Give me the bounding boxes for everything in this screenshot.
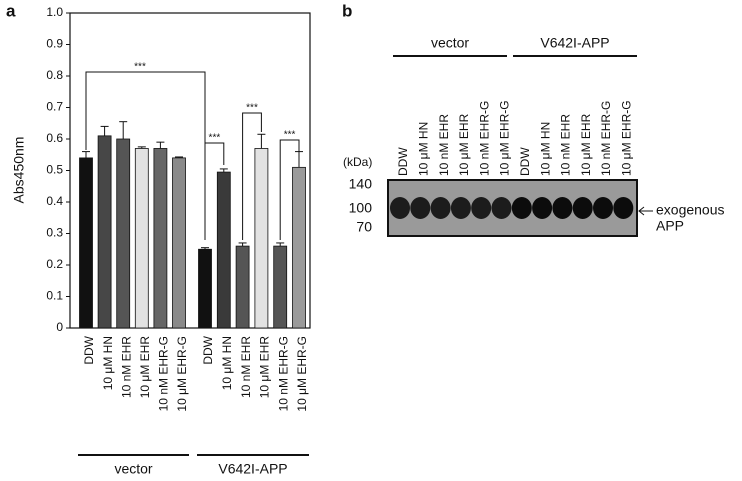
band [430,197,451,219]
significance-bracket [204,142,225,240]
bar [273,245,288,329]
marker-label: 140 [349,176,373,192]
bar [235,245,250,329]
band [450,197,471,219]
band-label: exogenous [656,202,725,218]
band-label: APP [656,218,684,234]
lane-label: 10 μM EHR [579,113,593,176]
lane-label: DDW [396,147,410,176]
x-tick-label: DDW [82,335,96,364]
group-label: V642I-APP [218,461,287,477]
band [572,197,593,219]
band [613,197,634,219]
x-tick-label: 10 nM EHR-G [276,336,290,411]
significance-label: *** [209,133,221,144]
y-tick-label: 0.5 [46,163,63,177]
lane-label: DDW [518,147,532,176]
y-tick-label: 1.0 [46,5,63,19]
lane-label: 10 μM EHR [457,113,471,176]
bar [216,171,231,329]
group-label: V642I-APP [540,35,609,51]
y-tick-label: 0.9 [46,37,63,51]
y-tick-label: 0.2 [46,257,63,271]
significance-label: *** [284,130,296,141]
lane-label: 10 μM EHR-G [619,100,633,176]
bar [116,138,131,329]
arrow [638,206,653,216]
x-tick-label: 10 nM EHR-G [157,336,171,411]
bar [292,166,306,329]
panel-label: a [6,1,16,20]
band [552,197,573,219]
significance-label: *** [134,62,146,73]
bar [198,248,212,329]
y-tick-label: 0.6 [46,131,63,145]
y-tick-label: 0.3 [46,226,63,240]
significance-label: *** [246,103,258,114]
band [511,197,532,219]
lane-label: 10 nM EHR [559,114,573,176]
bar [254,148,269,329]
band [532,197,553,219]
band [410,197,431,219]
y-tick-label: 0.1 [46,289,63,303]
band [390,197,410,219]
unit-label: (kDa) [343,155,372,169]
y-tick-label: 0.4 [46,194,63,208]
lane-label: 10 μM HN [416,122,430,176]
band [491,197,512,219]
lane-label: 10 nM EHR-G [599,101,613,176]
x-tick-label: 10 μM HN [101,336,115,390]
x-tick-label: 10 μM HN [220,336,234,390]
x-tick-label: 10 μM EHR-G [175,336,189,412]
group-label: vector [431,35,469,51]
group-label: vector [114,461,152,477]
bar [153,148,168,329]
x-tick-label: 10 nM EHR [239,336,253,398]
x-tick-label: 10 μM EHR-G [295,336,309,412]
band [593,197,613,219]
significance-bracket [242,112,262,240]
lane-label: 10 nM EHR [437,114,451,176]
x-tick-label: 10 μM EHR [258,336,272,399]
x-tick-label: 10 nM EHR [119,336,133,398]
lane-label: 10 μM EHR-G [498,100,512,176]
band [471,197,492,219]
y-tick-label: 0 [56,320,63,334]
y-axis-label: Abs450nm [11,137,27,204]
bar [172,157,186,329]
x-tick-label: DDW [201,335,215,364]
panel-label: b [342,1,352,20]
lane-label: 10 nM EHR-G [477,101,491,176]
x-tick-label: 10 μM EHR [138,336,152,399]
y-tick-label: 0.8 [46,68,63,82]
lane-label: 10 μM HN [538,122,552,176]
marker-label: 70 [356,219,372,235]
significance-bracket [279,139,300,240]
marker-label: 100 [349,200,373,216]
bar [134,148,149,329]
bar [79,157,93,329]
y-tick-label: 0.7 [46,100,63,114]
bar [97,135,112,329]
